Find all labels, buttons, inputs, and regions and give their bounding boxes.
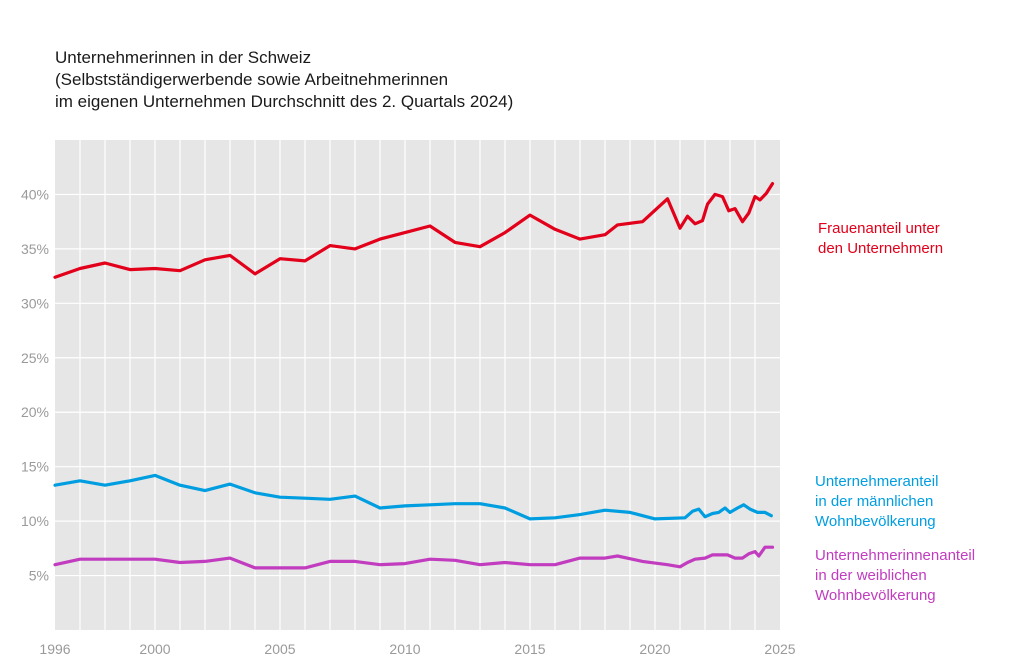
title-line-1: Unternehmerinnen in der Schweiz: [55, 48, 312, 67]
y-tick-label: 15%: [21, 459, 49, 475]
series-line-male-rate: [53, 473, 773, 521]
x-tick-label: 2015: [514, 641, 545, 657]
x-tick-label: 1996: [39, 641, 70, 657]
legend-male-entrepreneur-rate: Unternehmeranteil in der männlichen Wohn…: [815, 473, 939, 530]
y-tick-label: 10%: [21, 513, 49, 529]
title-line-3: im eigenen Unternehmen Durchschnitt des …: [55, 92, 514, 111]
x-tick-label: 2020: [639, 641, 670, 657]
x-tick-label: 2025: [764, 641, 795, 657]
x-tick-label: 2005: [264, 641, 295, 657]
y-tick-label: 30%: [21, 295, 49, 311]
x-tick-label: 2000: [139, 641, 170, 657]
y-tick-label: 40%: [21, 186, 49, 202]
x-tick-label: 2010: [389, 641, 420, 657]
grid-lines: [55, 140, 780, 630]
series-line-female-rate: [53, 545, 775, 570]
series-line-women-share: [53, 182, 775, 279]
y-tick-label: 20%: [21, 404, 49, 420]
x-axis: 1996 2000 2005 2010 2015 2020 2025: [39, 641, 795, 657]
legend-female-entrepreneur-rate: Unternehmerinnenanteil in der weiblichen…: [815, 547, 976, 604]
y-tick-label: 5%: [29, 568, 49, 584]
chart-title: Unternehmerinnen in der Schweiz (Selbsts…: [55, 47, 513, 113]
y-tick-label: 25%: [21, 350, 49, 366]
legend-women-share-entrepreneurs: Frauenanteil unter den Unternehmern: [818, 220, 944, 257]
title-line-2: (Selbstständigerwerbende sowie Arbeitneh…: [55, 70, 449, 89]
series-lines: [53, 182, 775, 570]
plot-area: [55, 140, 780, 630]
y-axis: 5% 10% 15% 20% 25% 30% 35% 40%: [21, 186, 49, 583]
y-tick-label: 35%: [21, 241, 49, 257]
